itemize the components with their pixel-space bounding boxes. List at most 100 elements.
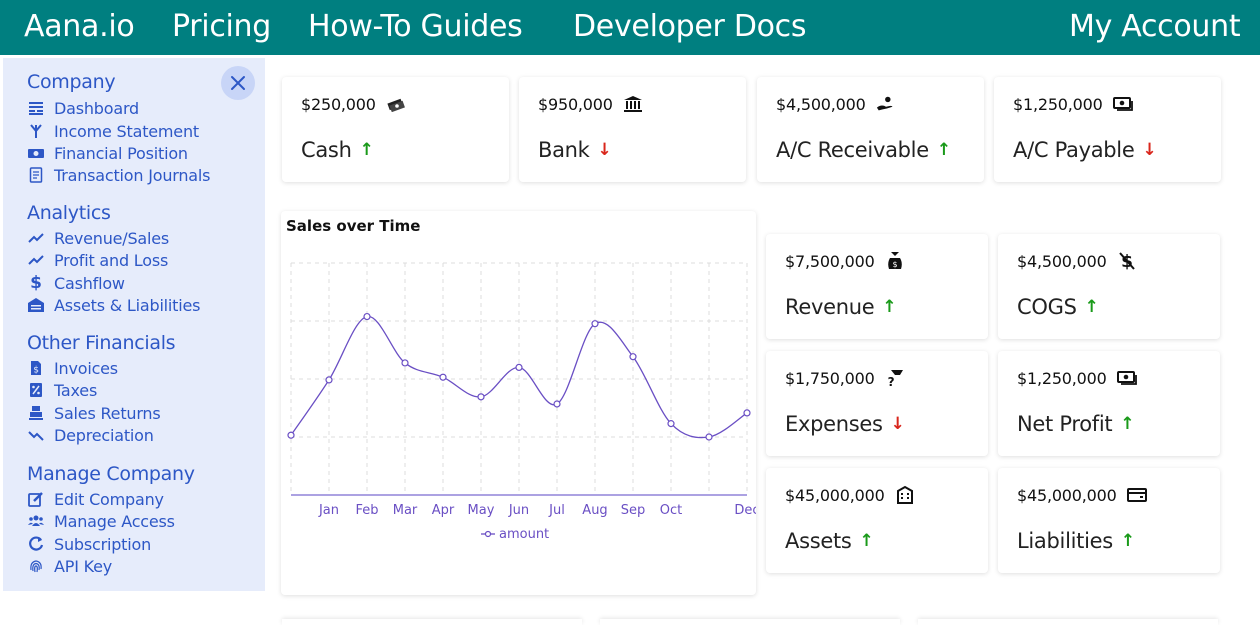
stat-card-net-profit[interactable]: $1,250,000 Net Profit ↑	[998, 351, 1220, 456]
dashboard-icon	[27, 99, 45, 117]
data-point	[325, 376, 333, 384]
card-amount: $1,750,000	[785, 368, 875, 388]
warehouse-icon	[27, 296, 45, 314]
data-point	[287, 431, 295, 439]
data-point	[667, 420, 675, 428]
close-icon	[231, 76, 245, 90]
card-amount: $950,000	[538, 94, 613, 114]
stat-card-liabilities[interactable]: $45,000,000 Liabilities ↑	[998, 468, 1220, 573]
stat-card-ac-payable[interactable]: $1,250,000 A/C Payable ↓	[994, 77, 1221, 182]
data-point	[629, 353, 637, 361]
percent-icon	[27, 381, 45, 399]
stat-card-ac-receivable[interactable]: $4,500,000 A/C Receivable ↑	[757, 77, 984, 182]
card-amount: $4,500,000	[776, 94, 866, 114]
sidebar-item-api-key[interactable]: API Key	[27, 555, 112, 577]
x-tick-label: Mar	[393, 503, 418, 518]
svg-text:$: $	[892, 260, 897, 269]
close-sidebar-button[interactable]	[221, 66, 255, 100]
trend-down-arrow-icon: ↓	[890, 414, 905, 434]
sidebar-item-label: Dashboard	[54, 98, 140, 118]
data-point	[477, 393, 485, 401]
register-icon	[27, 404, 45, 422]
sidebar-item-label: Profit and Loss	[54, 250, 169, 270]
trend-up-icon: ↑	[1120, 531, 1135, 551]
brand-link[interactable]: Aana.io	[24, 9, 135, 44]
sidebar-heading-analytics: Analytics	[27, 202, 111, 224]
sidebar-item-depreciation[interactable]: Depreciation	[27, 424, 154, 446]
sidebar-item-transaction-journals[interactable]: Transaction Journals	[27, 164, 210, 186]
card-amount: $1,250,000	[1017, 368, 1107, 388]
stat-card-expenses[interactable]: $1,750,000 ? Expenses ↓	[766, 351, 988, 456]
sidebar-item-taxes[interactable]: Taxes	[27, 379, 97, 401]
stat-card-cogs[interactable]: $4,500,000 $ COGS ↑	[998, 234, 1220, 339]
sidebar-item-label: Taxes	[54, 380, 98, 400]
journal-icon	[27, 166, 45, 184]
sidebar-item-edit-company[interactable]: Edit Company	[27, 488, 164, 510]
card-amount: $1,250,000	[1013, 94, 1103, 114]
sidebar-item-sales-returns[interactable]: Sales Returns	[27, 402, 161, 424]
card-amount: $4,500,000	[1017, 251, 1107, 271]
x-tick-label: Aug	[582, 503, 607, 518]
sidebar-item-revenue-sales[interactable]: Revenue/Sales	[27, 227, 169, 249]
card-label: A/C Receivable	[776, 138, 929, 162]
building-icon	[895, 485, 915, 505]
sidebar-item-label: Depreciation	[54, 425, 154, 445]
x-tick-label: Feb	[355, 503, 378, 518]
card-label: Revenue	[785, 295, 875, 319]
card-label: COGS	[1017, 295, 1077, 319]
bank-icon	[623, 94, 643, 114]
card-label: Liabilities	[1017, 529, 1113, 553]
nav-how-to-guides[interactable]: How-To Guides	[308, 9, 523, 44]
trend-up-icon: ↑	[359, 140, 374, 160]
stat-card-revenue[interactable]: $7,500,000 $ Revenue ↑	[766, 234, 988, 339]
money-icon	[27, 144, 45, 162]
sidebar-item-label: Sales Returns	[54, 403, 161, 423]
stat-card-assets[interactable]: $45,000,000 Assets ↑	[766, 468, 988, 573]
sidebar-item-label: Manage Access	[54, 511, 175, 531]
sidebar-item-label: API Key	[54, 556, 113, 576]
stat-card-bank[interactable]: $950,000 Bank ↓	[519, 77, 746, 182]
fingerprint-icon	[27, 557, 45, 575]
card-amount: $45,000,000	[785, 485, 885, 505]
top-nav-bar: Aana.io Pricing How-To Guides Developer …	[0, 0, 1260, 55]
sidebar-item-label: Invoices	[54, 358, 118, 378]
sidebar-item-label: Assets & Liabilities	[54, 295, 201, 315]
sales-chart-card: Sales over Time Jan Feb Mar Apr May Jun Jul Aug…	[281, 211, 756, 595]
dollar-icon: $	[30, 273, 42, 293]
sidebar-item-dashboard[interactable]: Dashboard	[27, 97, 139, 119]
stat-card-cash[interactable]: $250,000 Cash ↑	[282, 77, 509, 182]
sidebar-item-invoices[interactable]: $ Invoices	[27, 357, 118, 379]
sidebar-item-label: Income Statement	[54, 121, 199, 141]
data-point	[515, 363, 523, 371]
trend-icon	[27, 251, 45, 269]
card-label: Cash	[301, 138, 352, 162]
card-label: Bank	[538, 138, 590, 162]
sidebar-item-subscription[interactable]: Subscription	[27, 533, 151, 555]
data-point	[705, 433, 713, 441]
sidebar-item-profit-and-loss[interactable]: Profit and Loss	[27, 249, 168, 271]
sidebar-item-assets-liabilities[interactable]: Assets & Liabilities	[27, 294, 200, 316]
sidebar-item-manage-access[interactable]: Manage Access	[27, 510, 175, 532]
trend-up-icon: ↑	[936, 140, 951, 160]
x-tick-label: Apr	[432, 503, 455, 518]
nav-my-account[interactable]: My Account	[1069, 9, 1241, 44]
sidebar-item-label: Transaction Journals	[54, 165, 211, 185]
trend-down-icon	[27, 426, 45, 444]
sidebar-item-label: Edit Company	[54, 489, 164, 509]
sidebar-item-income-statement[interactable]: Income Statement	[27, 120, 199, 142]
no-dollar-icon: $	[1117, 251, 1137, 271]
invoice-icon: $	[27, 359, 45, 377]
hand-coin-icon	[876, 94, 896, 114]
nav-pricing[interactable]: Pricing	[172, 9, 272, 44]
card-label: A/C Payable	[1013, 138, 1135, 162]
card-label: Expenses	[785, 412, 883, 436]
money-bill-icon	[1112, 94, 1133, 114]
sidebar-item-financial-position[interactable]: Financial Position	[27, 142, 188, 164]
card-label: Assets	[785, 529, 852, 553]
data-point	[363, 312, 371, 321]
x-tick-label: Jan	[318, 503, 339, 518]
card-amount: $7,500,000	[785, 251, 875, 271]
sidebar-item-cashflow[interactable]: $ Cashflow	[27, 272, 125, 294]
nav-developer-docs[interactable]: Developer Docs	[573, 9, 807, 44]
split-icon	[27, 122, 45, 140]
